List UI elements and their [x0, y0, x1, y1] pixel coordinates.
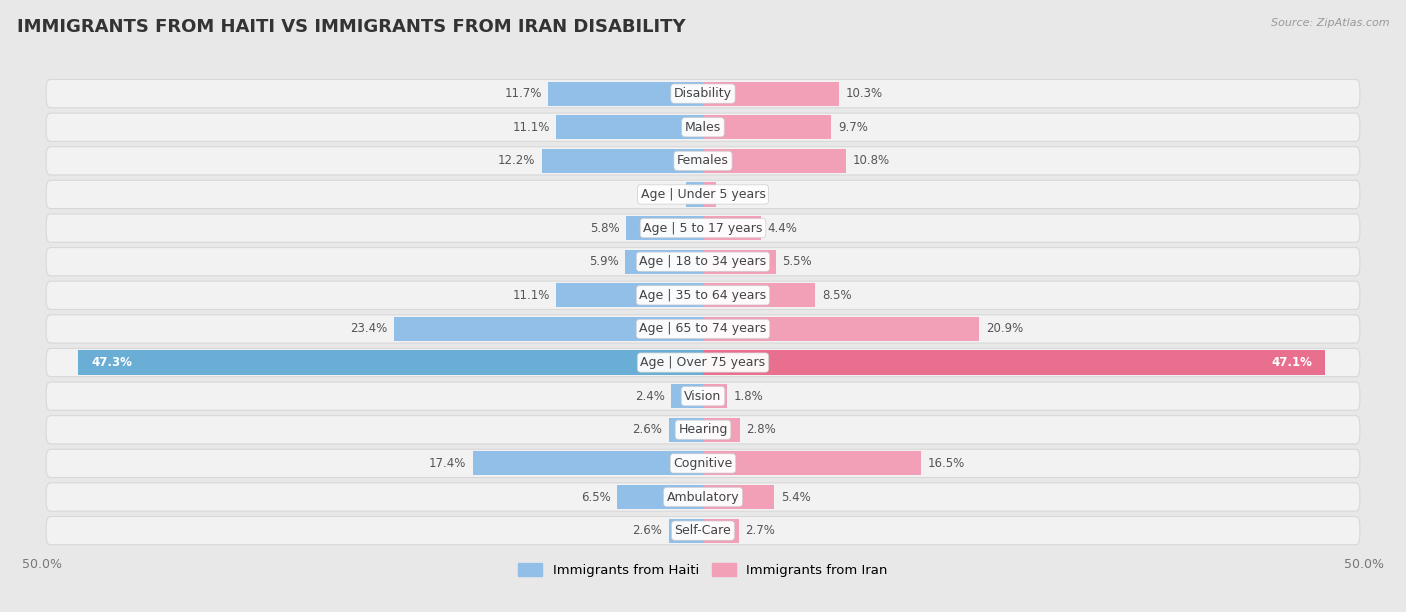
Text: 4.4%: 4.4%	[768, 222, 797, 234]
Bar	[703, 317, 979, 341]
FancyBboxPatch shape	[46, 181, 1360, 209]
Bar	[557, 283, 703, 307]
Bar	[703, 283, 815, 307]
FancyBboxPatch shape	[46, 248, 1360, 276]
Bar	[394, 317, 703, 341]
Bar	[703, 149, 846, 173]
Text: Age | 65 to 74 years: Age | 65 to 74 years	[640, 323, 766, 335]
Bar	[671, 384, 703, 408]
Bar	[548, 81, 703, 106]
Text: 47.1%: 47.1%	[1271, 356, 1312, 369]
Text: 1.0%: 1.0%	[723, 188, 752, 201]
Text: 11.7%: 11.7%	[505, 87, 541, 100]
Text: 9.7%: 9.7%	[838, 121, 868, 134]
FancyBboxPatch shape	[46, 281, 1360, 310]
Text: 5.9%: 5.9%	[589, 255, 619, 268]
Text: Hearing: Hearing	[678, 424, 728, 436]
Bar	[669, 417, 703, 442]
Bar	[703, 451, 921, 476]
Text: 20.9%: 20.9%	[986, 323, 1024, 335]
Legend: Immigrants from Haiti, Immigrants from Iran: Immigrants from Haiti, Immigrants from I…	[513, 558, 893, 583]
Bar	[472, 451, 703, 476]
Text: 1.8%: 1.8%	[734, 390, 763, 403]
Bar	[557, 115, 703, 140]
FancyBboxPatch shape	[46, 113, 1360, 141]
FancyBboxPatch shape	[46, 348, 1360, 376]
FancyBboxPatch shape	[46, 214, 1360, 242]
Bar	[703, 384, 727, 408]
Text: 23.4%: 23.4%	[350, 323, 387, 335]
Text: 5.4%: 5.4%	[780, 490, 811, 504]
Bar	[703, 518, 738, 543]
Bar	[703, 216, 761, 240]
Text: 11.1%: 11.1%	[512, 121, 550, 134]
Bar	[541, 149, 703, 173]
Bar	[703, 81, 839, 106]
FancyBboxPatch shape	[46, 315, 1360, 343]
FancyBboxPatch shape	[46, 147, 1360, 175]
Bar	[703, 417, 740, 442]
Text: Vision: Vision	[685, 390, 721, 403]
Bar	[669, 518, 703, 543]
Text: 17.4%: 17.4%	[429, 457, 467, 470]
Text: 47.3%: 47.3%	[91, 356, 132, 369]
FancyBboxPatch shape	[46, 80, 1360, 108]
Text: Age | 18 to 34 years: Age | 18 to 34 years	[640, 255, 766, 268]
FancyBboxPatch shape	[46, 517, 1360, 545]
Text: Males: Males	[685, 121, 721, 134]
Bar	[703, 182, 716, 207]
Bar	[703, 250, 776, 274]
Text: 11.1%: 11.1%	[512, 289, 550, 302]
Text: 10.8%: 10.8%	[852, 154, 890, 167]
Text: 2.4%: 2.4%	[634, 390, 665, 403]
Text: Age | 5 to 17 years: Age | 5 to 17 years	[644, 222, 762, 234]
Text: 2.8%: 2.8%	[747, 424, 776, 436]
Text: Ambulatory: Ambulatory	[666, 490, 740, 504]
Text: 1.3%: 1.3%	[650, 188, 679, 201]
Text: Age | Over 75 years: Age | Over 75 years	[641, 356, 765, 369]
Text: 5.8%: 5.8%	[591, 222, 620, 234]
Text: 5.5%: 5.5%	[782, 255, 811, 268]
Text: Females: Females	[678, 154, 728, 167]
Text: Self-Care: Self-Care	[675, 524, 731, 537]
Text: 2.6%: 2.6%	[633, 424, 662, 436]
Text: 16.5%: 16.5%	[928, 457, 965, 470]
Bar	[617, 485, 703, 509]
FancyBboxPatch shape	[46, 483, 1360, 511]
Text: Age | Under 5 years: Age | Under 5 years	[641, 188, 765, 201]
Bar	[77, 351, 703, 375]
FancyBboxPatch shape	[46, 449, 1360, 477]
Bar	[686, 182, 703, 207]
Text: Disability: Disability	[673, 87, 733, 100]
Text: 12.2%: 12.2%	[498, 154, 536, 167]
Bar	[626, 250, 703, 274]
Text: 2.7%: 2.7%	[745, 524, 775, 537]
Text: 10.3%: 10.3%	[846, 87, 883, 100]
Text: 6.5%: 6.5%	[581, 490, 610, 504]
Text: Source: ZipAtlas.com: Source: ZipAtlas.com	[1271, 18, 1389, 28]
Text: Cognitive: Cognitive	[673, 457, 733, 470]
FancyBboxPatch shape	[46, 416, 1360, 444]
Text: 2.6%: 2.6%	[633, 524, 662, 537]
Bar	[703, 485, 775, 509]
Text: IMMIGRANTS FROM HAITI VS IMMIGRANTS FROM IRAN DISABILITY: IMMIGRANTS FROM HAITI VS IMMIGRANTS FROM…	[17, 18, 686, 36]
Bar	[703, 115, 831, 140]
FancyBboxPatch shape	[46, 382, 1360, 410]
Bar	[626, 216, 703, 240]
Bar	[703, 351, 1326, 375]
Text: 8.5%: 8.5%	[823, 289, 852, 302]
Text: Age | 35 to 64 years: Age | 35 to 64 years	[640, 289, 766, 302]
